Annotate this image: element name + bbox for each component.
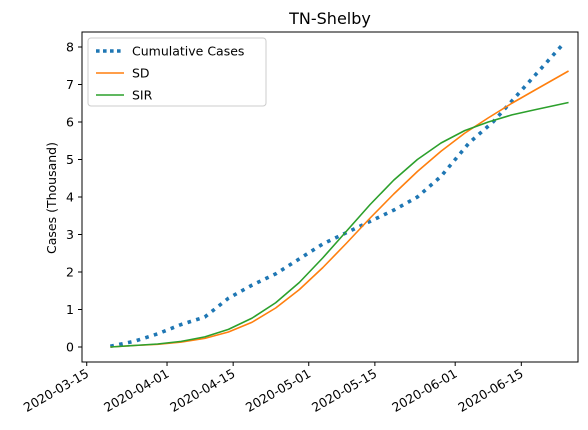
plot-frame [81, 31, 579, 363]
y-tick-label: 1 [66, 302, 74, 317]
y-tick-label: 0 [66, 340, 74, 355]
y-tick-label: 8 [66, 40, 74, 55]
y-tick-label: 4 [66, 190, 74, 205]
y-tick-label: 5 [66, 152, 74, 167]
y-tick-label: 3 [66, 227, 74, 242]
y-tick-label: 7 [66, 77, 74, 92]
chart-title: TN-Shelby [288, 9, 371, 28]
legend-box [87, 37, 267, 107]
y-axis-label: Cases (Thousand) [44, 142, 59, 254]
y-tick-label: 2 [66, 265, 74, 280]
legend-label: SD [132, 66, 150, 81]
series-line-cumulative-cases [109, 42, 566, 349]
legend-label: SIR [132, 88, 153, 103]
series-layer [109, 42, 569, 349]
series-line-sd [110, 70, 569, 348]
legend-label: Cumulative Cases [132, 44, 244, 59]
series-line-sir [110, 101, 569, 348]
legend: Cumulative Cases SD SIR [87, 37, 267, 107]
y-tick-label: 6 [66, 115, 74, 130]
